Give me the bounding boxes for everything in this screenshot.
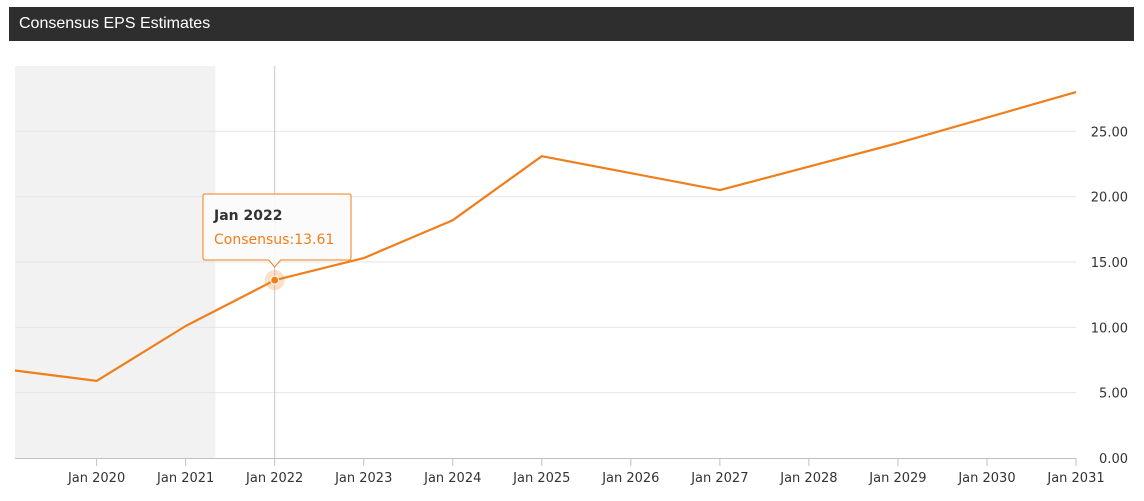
x-tick-label: Jan 2020 <box>67 471 125 486</box>
x-tick-label: Jan 2031 <box>1046 471 1104 486</box>
x-tick-label: Jan 2024 <box>423 471 481 486</box>
series-point[interactable] <box>362 256 366 260</box>
tooltip-box <box>202 193 352 268</box>
tooltip-separator: : <box>289 232 294 248</box>
consensus-series-line[interactable] <box>14 91 1077 382</box>
tooltip: Jan 2022 Consensus:13.61 <box>202 193 352 268</box>
series-point[interactable] <box>13 368 17 372</box>
tooltip-consensus-value: Consensus:13.61 <box>214 232 334 248</box>
y-axis: 0.00 5.00 10.00 15.00 20.00 25.00 <box>1091 125 1128 467</box>
hover-point-marker[interactable] <box>270 275 280 285</box>
x-axis: Jan 2020 Jan 2021 Jan 2022 Jan 2023 Jan 2024… <box>15 458 1105 486</box>
x-tick-label: Jan 2021 <box>156 471 214 486</box>
x-tick-label: Jan 2028 <box>779 471 837 486</box>
y-tick-label: 25.00 <box>1091 125 1128 140</box>
series-point[interactable] <box>896 141 900 145</box>
y-tick-label: 0.00 <box>1099 452 1128 467</box>
y-tick-label: 5.00 <box>1099 387 1128 402</box>
x-tick-label: Jan 2030 <box>957 471 1015 486</box>
x-tick-label: Jan 2023 <box>334 471 392 486</box>
x-tick-label: Jan 2025 <box>512 471 570 486</box>
series-point[interactable] <box>95 379 99 383</box>
y-tick-label: 20.00 <box>1091 191 1128 206</box>
x-tick-label: Jan 2026 <box>601 471 659 486</box>
tooltip-value-number: 13.61 <box>294 232 334 248</box>
series-point[interactable] <box>184 324 188 328</box>
chart-title: Consensus EPS Estimates <box>9 7 1134 41</box>
series-point[interactable] <box>451 218 455 222</box>
tooltip-date: Jan 2022 <box>213 208 282 224</box>
x-tick-label: Jan 2029 <box>868 471 926 486</box>
series-point[interactable] <box>718 188 722 192</box>
tooltip-series-label: Consensus <box>214 232 289 248</box>
horizontal-gridlines <box>15 130 1076 394</box>
x-tick-label: Jan 2022 <box>245 471 303 486</box>
series-point[interactable] <box>1074 90 1078 94</box>
y-tick-label: 15.00 <box>1091 256 1128 271</box>
y-tick-label: 10.00 <box>1091 321 1128 336</box>
series-point[interactable] <box>540 154 544 158</box>
x-tick-label: Jan 2027 <box>690 471 748 486</box>
